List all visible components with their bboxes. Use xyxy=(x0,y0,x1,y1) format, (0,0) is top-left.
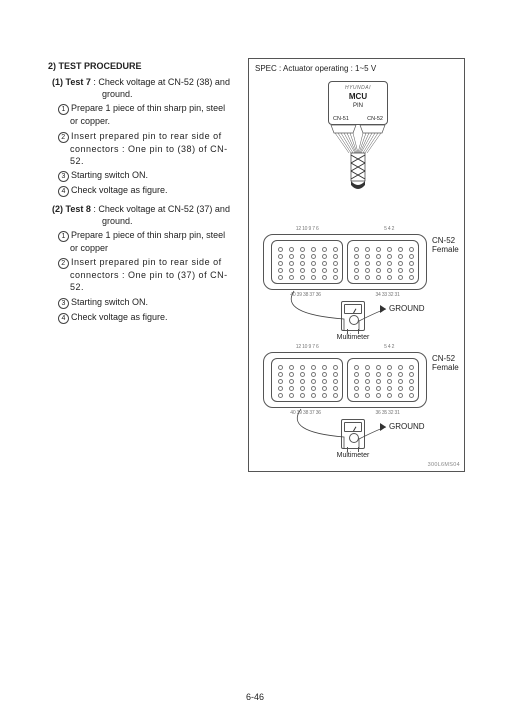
test-block-8: (2) Test 8 : Check voltage at CN-52 (37)… xyxy=(48,203,230,324)
step-num-icon: 1 xyxy=(58,104,69,115)
test-name: Test 7 xyxy=(66,77,91,87)
step-num-icon: 4 xyxy=(58,313,69,324)
test-num: (2) xyxy=(52,204,63,214)
test-name: Test 8 xyxy=(66,204,91,214)
section-number: 2) xyxy=(48,61,56,71)
step-num-icon: 2 xyxy=(58,258,69,269)
step-text: Starting switch ON. xyxy=(71,297,148,307)
test-block-7: (1) Test 7 : Check voltage at CN-52 (38)… xyxy=(48,76,230,197)
step-text: Prepare 1 piece of thin sharp pin, steel… xyxy=(70,230,225,253)
step: 4Check voltage as figure. xyxy=(48,184,230,197)
step-text: Starting switch ON. xyxy=(71,170,148,180)
page-number: 6-46 xyxy=(0,692,510,702)
step-text: Prepare 1 piece of thin sharp pin, steel… xyxy=(70,103,225,126)
step-num-icon: 3 xyxy=(58,298,69,309)
step: 3Starting switch ON. xyxy=(48,169,230,182)
section-heading: 2) TEST PROCEDURE xyxy=(48,60,230,72)
test-desc-cont: ground. xyxy=(52,215,230,227)
section-title: TEST PROCEDURE xyxy=(59,61,142,71)
step-text: Insert prepared pin to rear side of conn… xyxy=(70,131,228,166)
step-text: Check voltage as figure. xyxy=(71,185,168,195)
test-head: (2) Test 8 : Check voltage at CN-52 (37)… xyxy=(48,203,230,227)
step-num-icon: 4 xyxy=(58,186,69,197)
step-num-icon: 1 xyxy=(58,231,69,242)
test-head: (1) Test 7 : Check voltage at CN-52 (38)… xyxy=(48,76,230,100)
step-num-icon: 3 xyxy=(58,171,69,182)
step: 4Check voltage as figure. xyxy=(48,311,230,324)
step-text: Insert prepared pin to rear side of conn… xyxy=(70,257,228,292)
step: 1Prepare 1 piece of thin sharp pin, stee… xyxy=(48,229,230,254)
step-text: Check voltage as figure. xyxy=(71,312,168,322)
step: 2Insert prepared pin to rear side of con… xyxy=(48,130,230,167)
figure-ref: 300L6MS04 xyxy=(428,462,460,468)
text-column: 2) TEST PROCEDURE (1) Test 7 : Check vol… xyxy=(48,60,230,330)
step-num-icon: 2 xyxy=(58,132,69,143)
step: 2Insert prepared pin to rear side of con… xyxy=(48,256,230,293)
test-desc: Check voltage at CN-52 (38) and xyxy=(98,77,230,87)
diagram-box: SPEC : Actuator operating : 1~5 V HYUNDA… xyxy=(248,58,465,472)
step: 1Prepare 1 piece of thin sharp pin, stee… xyxy=(48,102,230,127)
test-desc-cont: ground. xyxy=(52,88,230,100)
test-desc: Check voltage at CN-52 (37) and xyxy=(98,204,230,214)
page: 2) TEST PROCEDURE (1) Test 7 : Check vol… xyxy=(0,0,510,722)
step: 3Starting switch ON. xyxy=(48,296,230,309)
test-num: (1) xyxy=(52,77,63,87)
wire-2 xyxy=(249,59,464,471)
